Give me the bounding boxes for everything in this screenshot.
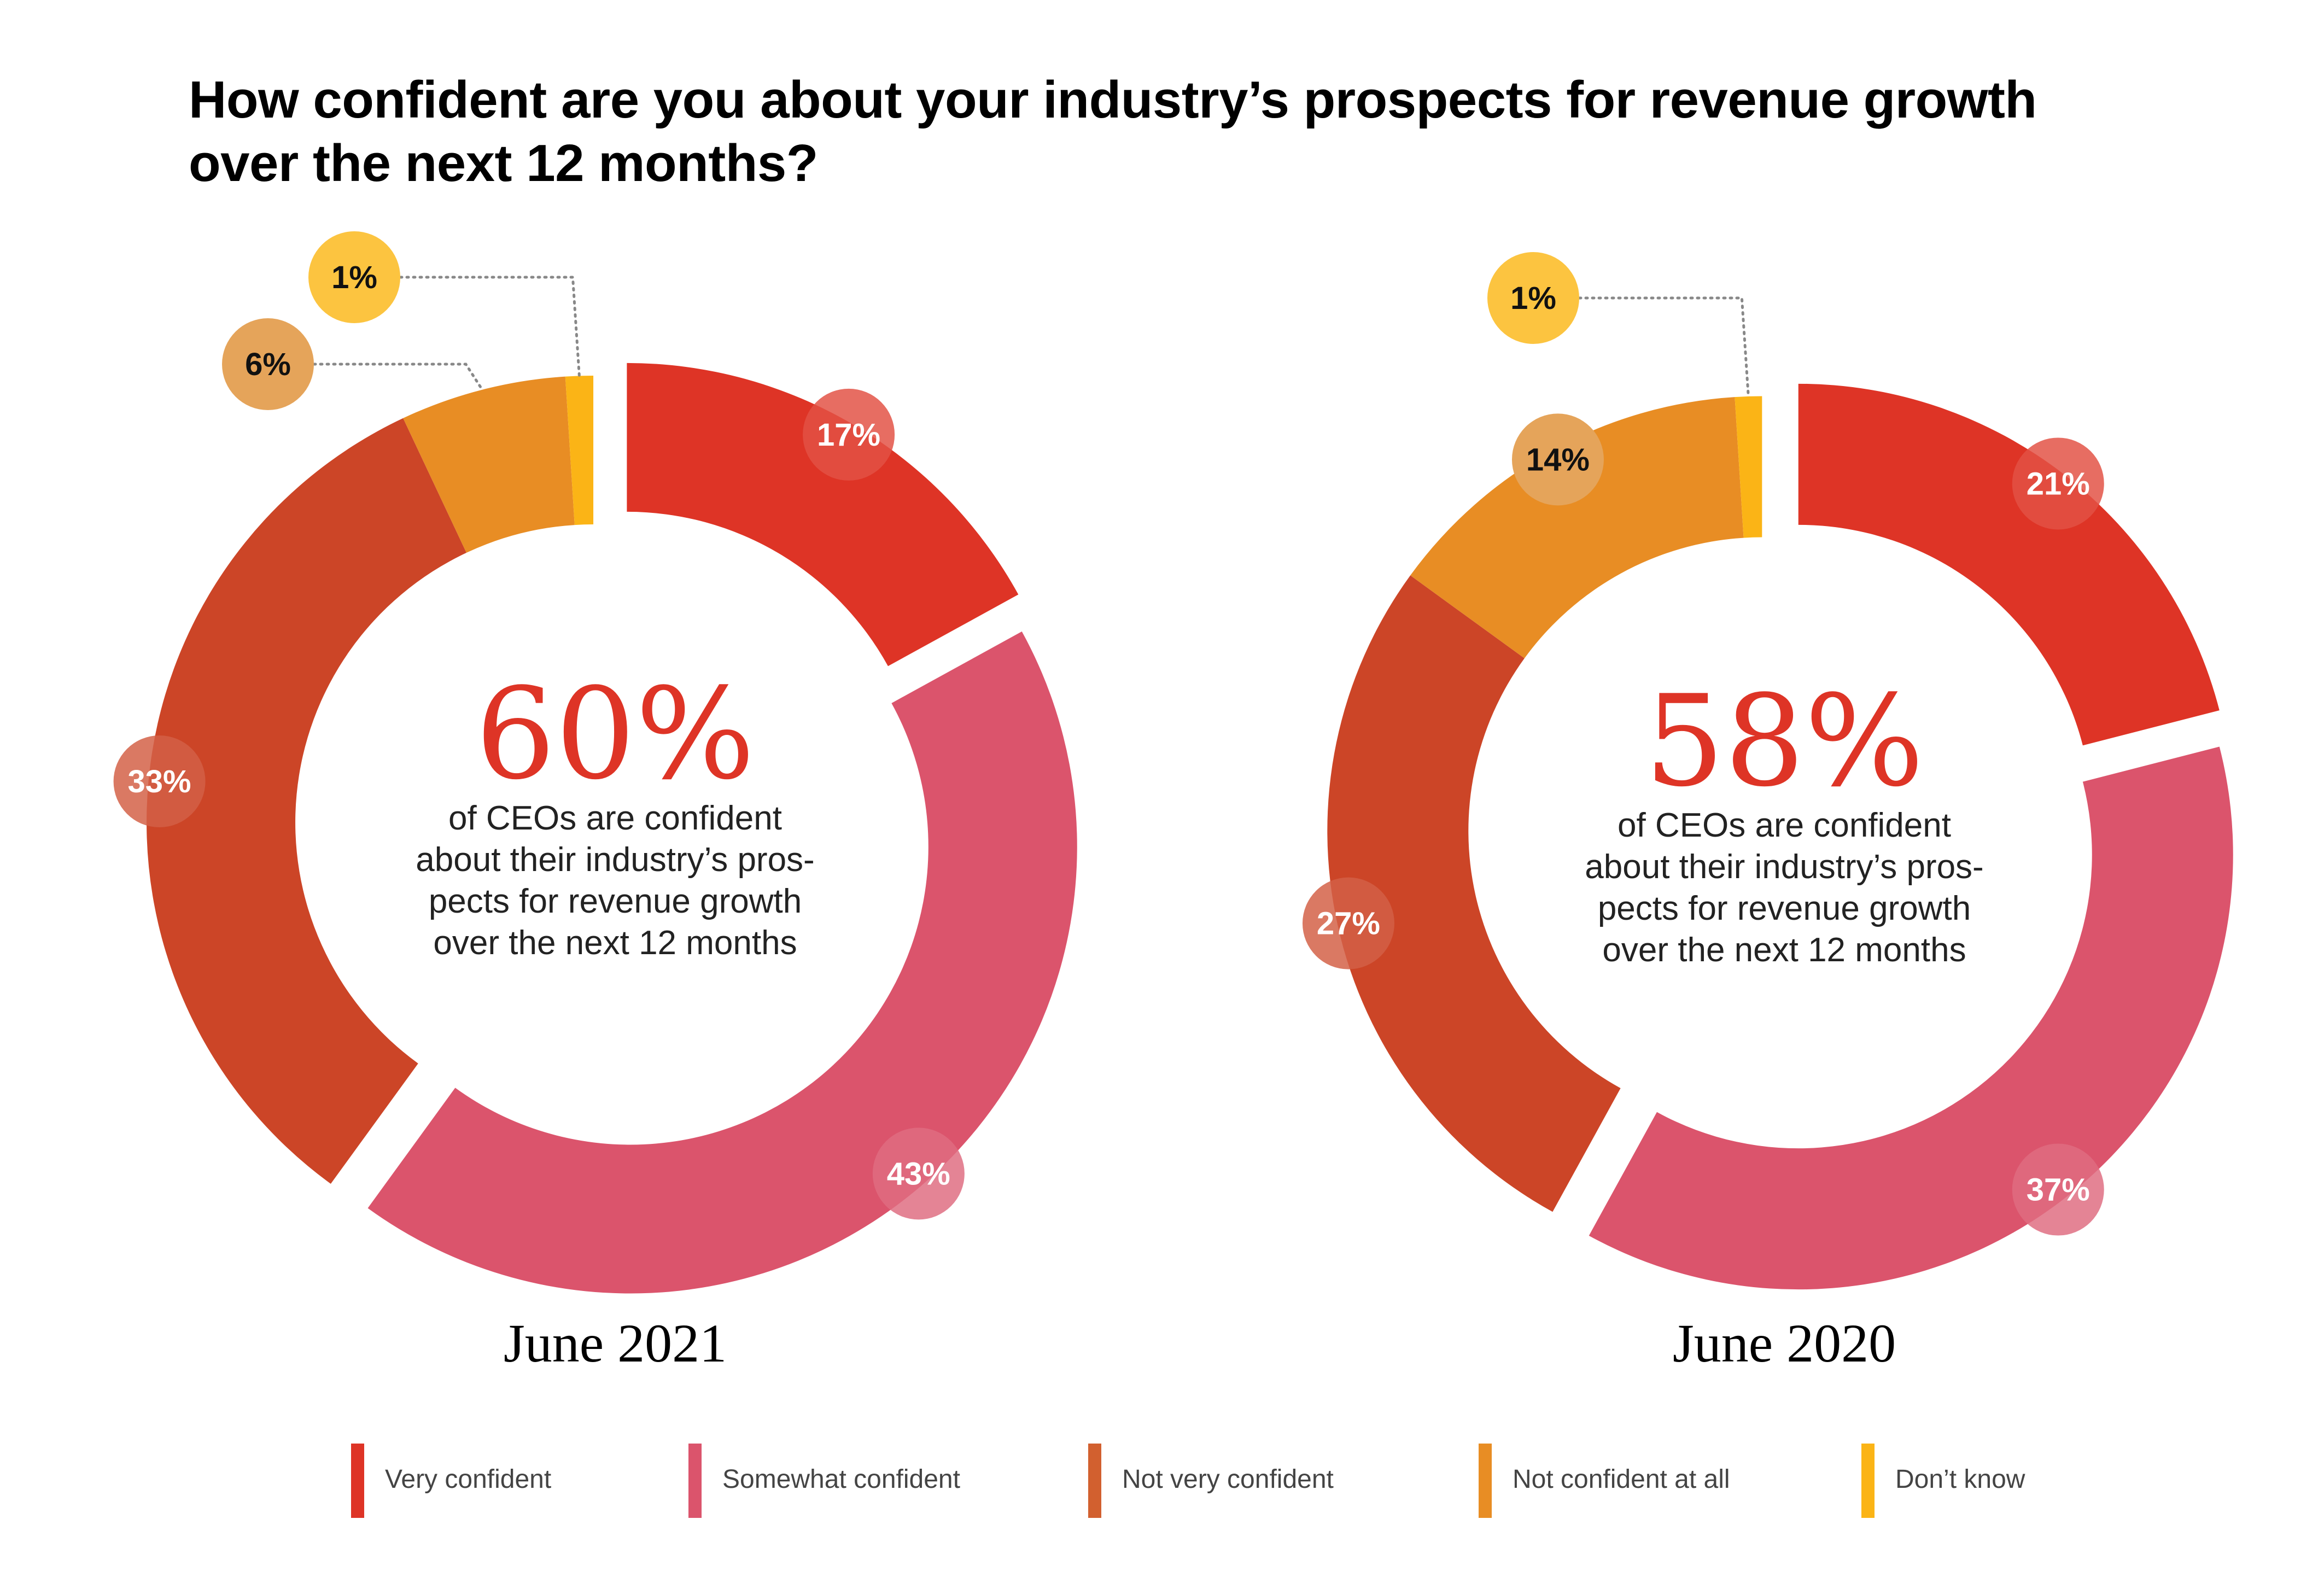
legend-label-very-confident: Very confident	[385, 1465, 552, 1494]
leader-line-dont-know	[1571, 296, 1750, 398]
value-bubble-somewhat-confident	[872, 1127, 965, 1220]
period-label: June 2020	[1673, 1313, 1896, 1374]
value-bubble-highlight	[2012, 437, 2104, 530]
value-bubble-highlight	[872, 1127, 965, 1220]
caption-line: over the next 12 months	[433, 924, 797, 962]
legend-swatch-dont-know	[1861, 1444, 1875, 1518]
legend-swatch-not-very-confident	[1088, 1444, 1101, 1518]
donut-segment-dont-know	[565, 376, 594, 525]
caption-line: pects for revenue growth	[1598, 890, 1971, 927]
donut-segment-not-confident-at-all	[403, 376, 575, 553]
chart-title: How confident are you about your industr…	[189, 68, 2212, 195]
donut-segment-not-confident-at-all	[1410, 397, 1744, 658]
headline-percentage: 60%	[475, 662, 755, 808]
value-label-very-confident: 21%	[2027, 466, 2090, 501]
leader-line-not-confident-at-all	[306, 363, 484, 392]
value-bubble-highlight	[1302, 877, 1394, 969]
chart-title-line-2: over the next 12 months?	[189, 134, 818, 192]
caption-line: pects for revenue growth	[429, 883, 802, 920]
leader-line-dont-know	[392, 276, 581, 377]
donut-segment-not-very-confident	[147, 418, 467, 1184]
value-label-dont-know: 1%	[1510, 281, 1556, 316]
value-label-not-very-confident: 27%	[1317, 906, 1380, 942]
legend-label-dont-know: Don’t know	[1895, 1465, 2025, 1494]
headline-percentage: 58%	[1644, 669, 1924, 815]
value-bubble-not-confident-at-all	[1511, 413, 1604, 506]
donut-segment-very-confident	[627, 363, 1019, 667]
value-label-very-confident: 17%	[817, 417, 880, 453]
value-bubble-somewhat-confident	[2012, 1143, 2104, 1236]
value-label-somewhat-confident: 43%	[887, 1156, 950, 1191]
value-label-not-confident-at-all: 6%	[245, 347, 291, 382]
legend-label-not-confident-at-all: Not confident at all	[1513, 1465, 1730, 1494]
value-bubble-not-very-confident	[1302, 877, 1394, 969]
donut-segment-dont-know	[1735, 396, 1762, 538]
legend-swatch-not-confident-at-all	[1479, 1444, 1492, 1518]
caption-line: about their industry’s pros-	[416, 841, 814, 879]
donut-segment-not-very-confident	[1327, 575, 1621, 1212]
legend: Very confident Somewhat confident Not ve…	[0, 1444, 2324, 1518]
value-bubble-highlight	[2012, 1143, 2104, 1236]
value-label-not-very-confident: 33%	[128, 764, 191, 799]
legend-label-not-very-confident: Not very confident	[1122, 1465, 1334, 1494]
value-bubble-very-confident	[803, 388, 895, 481]
value-bubble-very-confident	[2012, 437, 2104, 530]
legend-swatch-very-confident	[351, 1444, 364, 1518]
donut-segment-somewhat-confident	[367, 631, 1077, 1294]
caption-line: of CEOs are confident	[448, 799, 782, 837]
value-bubble-dont-know	[308, 231, 400, 323]
legend-swatch-somewhat-confident	[688, 1444, 702, 1518]
caption-line: of CEOs are confident	[1618, 807, 1951, 844]
value-bubble-not-very-confident	[113, 735, 206, 828]
caption-line: about their industry’s pros-	[1585, 848, 1983, 886]
period-label: June 2021	[504, 1313, 727, 1374]
value-bubble-not-confident-at-all	[222, 318, 314, 410]
value-bubble-highlight	[113, 735, 206, 828]
value-label-dont-know: 1%	[331, 260, 377, 295]
donut-chart-2: 21% 37% 27% 14% 1% 58%of CEOs are confident ab…	[1302, 252, 2233, 1374]
donut-segment-very-confident	[1798, 383, 2220, 746]
value-label-not-confident-at-all: 14%	[1526, 442, 1590, 477]
value-label-somewhat-confident: 37%	[2027, 1172, 2090, 1208]
donut-chart-1: 17% 43% 33% 6% 1% 60%of CEOs are confident abo…	[113, 231, 1077, 1374]
chart-title-line-1: How confident are you about your industr…	[189, 71, 2037, 129]
value-bubble-highlight	[803, 388, 895, 481]
legend-label-somewhat-confident: Somewhat confident	[722, 1465, 960, 1494]
value-bubble-dont-know	[1487, 252, 1579, 344]
caption-line: over the next 12 months	[1602, 931, 1966, 969]
